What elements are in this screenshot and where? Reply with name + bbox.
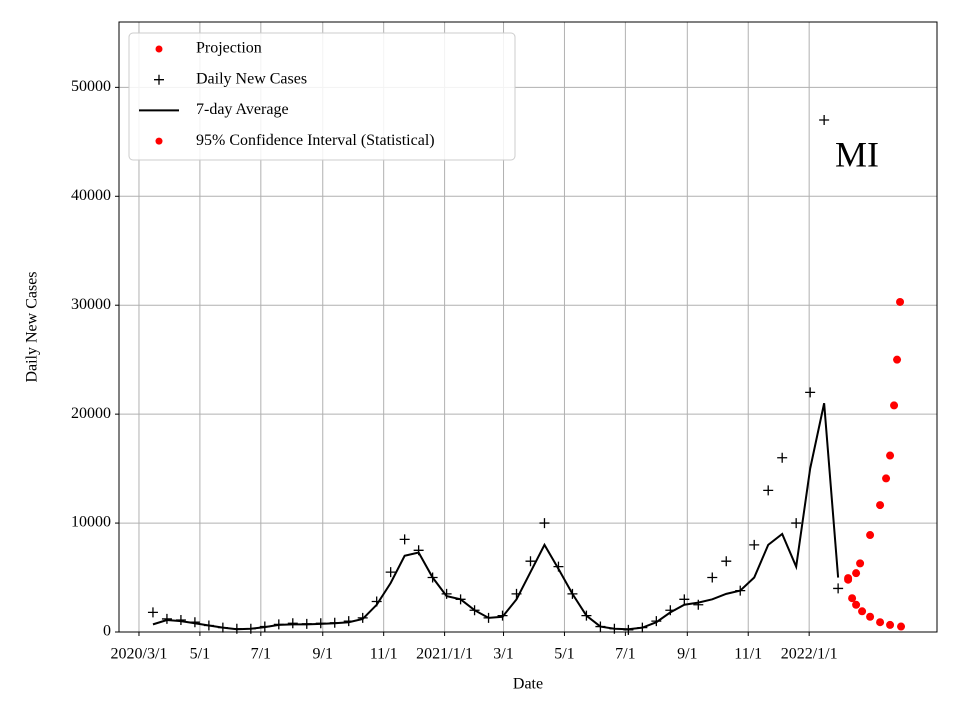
y-tick-label: 20000 xyxy=(71,405,111,422)
legend-label: Daily New Cases xyxy=(196,70,307,87)
projection-point xyxy=(893,355,902,364)
case-point xyxy=(525,556,536,567)
legend-box xyxy=(128,32,516,161)
case-point xyxy=(217,622,228,633)
case-point xyxy=(567,588,578,599)
x-tick-label: 3/1 xyxy=(493,646,513,663)
projection-point xyxy=(858,607,867,616)
y-axis-label: Daily New Cases xyxy=(24,271,41,382)
case-point xyxy=(469,605,480,616)
case-point xyxy=(749,539,760,550)
y-tick-label: 0 xyxy=(103,623,111,640)
case-point xyxy=(357,612,368,623)
case-point xyxy=(343,616,354,627)
case-point xyxy=(819,115,830,126)
case-point xyxy=(595,621,606,632)
case-point xyxy=(483,612,494,623)
legend-label: 7-day Average xyxy=(196,101,289,118)
x-tick-label: 7/1 xyxy=(251,646,271,663)
case-point xyxy=(497,610,508,621)
projection-point xyxy=(876,618,885,627)
x-tick-label: 11/1 xyxy=(370,646,398,663)
projection-point xyxy=(852,569,861,578)
case-point xyxy=(427,572,438,583)
case-point xyxy=(175,615,186,626)
axes-frame xyxy=(118,21,938,633)
case-point xyxy=(693,599,704,610)
case-point xyxy=(441,588,452,599)
projection-point xyxy=(890,401,899,410)
case-point xyxy=(413,545,424,556)
legend-label: 95% Confidence Interval (Statistical) xyxy=(196,132,435,149)
case-point xyxy=(511,588,522,599)
case-point xyxy=(763,485,774,496)
projection-point xyxy=(896,297,905,306)
x-tick-label: 5/1 xyxy=(190,646,210,663)
y-tick-label: 10000 xyxy=(71,514,111,531)
case-point xyxy=(651,616,662,627)
x-tick-label: 9/1 xyxy=(677,646,697,663)
case-point xyxy=(203,620,214,631)
y-tick-label: 30000 xyxy=(71,296,111,313)
x-tick-label: 2022/1/1 xyxy=(781,646,838,663)
case-point xyxy=(721,556,732,567)
case-point xyxy=(385,567,396,578)
annotation: MI xyxy=(835,134,879,174)
projection-point xyxy=(866,531,875,540)
case-point xyxy=(539,518,550,529)
projection-point xyxy=(886,620,895,629)
case-point xyxy=(329,617,340,628)
projection-point xyxy=(866,612,875,621)
case-point xyxy=(287,618,298,629)
case-point xyxy=(791,518,802,529)
case-point xyxy=(637,622,648,633)
projection-point xyxy=(848,594,857,603)
projection-point xyxy=(882,474,891,483)
case-point xyxy=(147,607,158,618)
case-point xyxy=(259,621,270,632)
legend-label: Projection xyxy=(196,40,262,57)
y-tick-label: 50000 xyxy=(71,78,111,95)
projection-point xyxy=(856,559,865,568)
x-tick-label: 5/1 xyxy=(554,646,574,663)
case-point xyxy=(301,618,312,629)
case-point xyxy=(161,613,172,624)
case-point xyxy=(189,617,200,628)
x-tick-label: 9/1 xyxy=(313,646,333,663)
x-axis-label: Date xyxy=(513,676,543,693)
y-tick-label: 40000 xyxy=(71,187,111,204)
case-point xyxy=(623,624,634,635)
x-tick-label: 7/1 xyxy=(615,646,635,663)
case-point xyxy=(665,605,676,616)
case-point xyxy=(735,585,746,596)
case-point xyxy=(707,572,718,583)
legend-marker xyxy=(155,137,163,145)
case-point xyxy=(553,561,564,572)
projection-point xyxy=(897,622,906,631)
x-tick-label: 2021/1/1 xyxy=(416,646,473,663)
case-point xyxy=(679,594,690,605)
x-tick-label: 2020/3/1 xyxy=(111,646,168,663)
case-point xyxy=(371,596,382,607)
case-point xyxy=(455,594,466,605)
case-point xyxy=(805,387,816,398)
case-point xyxy=(399,534,410,545)
projection-point xyxy=(852,600,861,609)
case-point xyxy=(777,452,788,463)
projection-point xyxy=(876,501,885,510)
x-tick-label: 11/1 xyxy=(734,646,762,663)
case-point xyxy=(581,610,592,621)
projection-point xyxy=(886,451,895,460)
legend-marker xyxy=(155,45,163,53)
case-point xyxy=(833,583,844,594)
legend-marker xyxy=(154,74,164,85)
case-point xyxy=(315,618,326,629)
case-point xyxy=(273,619,284,630)
projection-point xyxy=(844,574,853,583)
